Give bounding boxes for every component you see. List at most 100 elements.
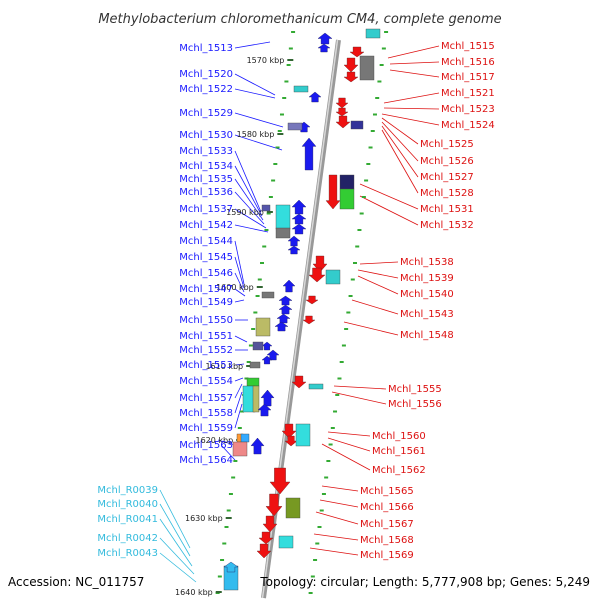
gene-label-left: Mchl_1522 bbox=[179, 84, 233, 95]
gene-arrow-forward bbox=[317, 32, 333, 45]
feature-block-navy bbox=[339, 174, 355, 190]
gene-label-left: Mchl_1558 bbox=[179, 408, 233, 419]
gene-arrow-forward bbox=[266, 349, 280, 361]
callout-line-left bbox=[234, 224, 269, 233]
kbp-tick-label: 1640 kbp bbox=[175, 588, 213, 597]
ruler-dash-left bbox=[220, 559, 225, 561]
kbp-tick-label: 1600 kbp bbox=[216, 283, 254, 292]
gene-label-right: Mchl_1543 bbox=[400, 309, 454, 320]
callout-line-left bbox=[234, 88, 276, 99]
gene-arrow-forward bbox=[276, 313, 291, 324]
feature-block-cyan bbox=[275, 204, 291, 230]
callout-line-right bbox=[389, 69, 440, 78]
feature-block-cyan bbox=[278, 535, 294, 549]
gene-arrow-reverse bbox=[269, 467, 291, 495]
feature-block-cyan bbox=[295, 423, 311, 447]
ruler-dash-right bbox=[359, 212, 364, 215]
ruler-dash-right bbox=[333, 410, 338, 413]
gene-label-right: Mchl_1525 bbox=[420, 139, 474, 150]
rna-gene-label: Mchl_R0041 bbox=[97, 514, 158, 525]
ruler-dash-left bbox=[217, 575, 222, 578]
kbp-tick-mark bbox=[287, 59, 294, 61]
callout-line-right bbox=[359, 261, 399, 265]
callout-line-right bbox=[387, 45, 440, 59]
gene-arrow-forward bbox=[257, 403, 272, 417]
kbp-tick-label: 1590 kbp bbox=[226, 208, 264, 217]
callout-line-right bbox=[327, 431, 371, 437]
gene-arrow-forward bbox=[261, 355, 273, 365]
ruler-dash-left bbox=[275, 146, 280, 149]
callout-line-left bbox=[234, 112, 284, 128]
ruler-dash-left bbox=[237, 427, 242, 429]
callout-line-right bbox=[321, 485, 359, 492]
gene-arrow-forward-large bbox=[301, 137, 317, 171]
kbp-tick-mark bbox=[225, 517, 232, 519]
ruler-dash-left bbox=[244, 377, 249, 380]
ruler-dash-right bbox=[308, 592, 313, 594]
gene-label-left: Mchl_1542 bbox=[179, 220, 233, 231]
callout-line-right bbox=[315, 511, 359, 525]
ruler-dash-left bbox=[255, 295, 260, 297]
callout-line-rna bbox=[159, 537, 195, 575]
ruler-dash-right bbox=[353, 262, 358, 264]
kbp-tick-mark bbox=[277, 133, 284, 135]
ruler-dash-left bbox=[291, 31, 296, 33]
callout-line-right bbox=[357, 275, 399, 295]
callout-line-right bbox=[381, 125, 419, 178]
ruler-dash-left bbox=[251, 328, 256, 330]
feature-block-grey bbox=[275, 227, 291, 239]
gene-arrow-reverse bbox=[335, 107, 349, 117]
gene-label-left: Mchl_1545 bbox=[179, 252, 233, 263]
gene-arrow-reverse-large bbox=[325, 174, 341, 210]
callout-line-right bbox=[331, 391, 387, 405]
feature-block-cyan bbox=[325, 269, 341, 285]
gene-arrow-reverse bbox=[302, 315, 316, 325]
ruler-dash-right bbox=[370, 130, 375, 132]
ruler-dash-right bbox=[321, 493, 326, 495]
ruler-dash-left bbox=[248, 344, 253, 347]
callout-line-rna bbox=[159, 518, 193, 567]
accession-text: Accession: NC_011757 bbox=[8, 575, 144, 589]
gene-label-right: Mchl_1539 bbox=[400, 273, 454, 284]
ruler-dash-right bbox=[355, 245, 360, 248]
callout-line-right bbox=[327, 437, 371, 452]
callout-line-right bbox=[333, 385, 387, 390]
gene-label-right: Mchl_1556 bbox=[388, 399, 442, 410]
gene-label-left: Mchl_1544 bbox=[179, 236, 233, 247]
gene-labels: Mchl_1513 Mchl_1520 Mchl_1522 Mchl_1529 Mchl… bbox=[97, 41, 494, 561]
gene-arrow-forward bbox=[308, 91, 322, 103]
gene-label-left: Mchl_1552 bbox=[179, 345, 233, 356]
callout-line-right bbox=[383, 107, 440, 110]
gene-label-right: Mchl_1562 bbox=[372, 465, 426, 476]
gene-arrow-forward bbox=[291, 199, 307, 215]
callout-line-right bbox=[321, 443, 371, 471]
callout-line-right bbox=[383, 92, 440, 104]
rna-gene-label: Mchl_R0043 bbox=[97, 548, 158, 559]
gene-arrow-reverse bbox=[262, 515, 278, 533]
gene-label-left: Mchl_1534 bbox=[179, 161, 233, 172]
gene-label-right: Mchl_1567 bbox=[360, 519, 414, 530]
feature-block-olive bbox=[285, 497, 301, 519]
gene-features bbox=[223, 28, 381, 591]
kbp-tick-label: 1580 kbp bbox=[237, 130, 275, 139]
gene-label-left: Mchl_1535 bbox=[179, 174, 233, 185]
gene-arrow-forward bbox=[274, 321, 289, 332]
gene-label-right: Mchl_1524 bbox=[441, 120, 495, 131]
callout-line-right bbox=[381, 129, 419, 194]
gene-label-left: Mchl_1529 bbox=[179, 108, 233, 119]
gene-arrow-reverse bbox=[343, 71, 359, 83]
ruler-dash-left bbox=[271, 179, 276, 182]
kbp-tick-label: 1620 kbp bbox=[195, 436, 233, 445]
rna-gene-label: Mchl_R0040 bbox=[97, 499, 158, 510]
gene-label-right: Mchl_1516 bbox=[441, 57, 495, 68]
gene-arrow-forward bbox=[278, 295, 293, 306]
gene-label-left: Mchl_1547 bbox=[179, 284, 233, 295]
callout-line-left bbox=[234, 134, 283, 151]
ruler-dash-right bbox=[341, 344, 346, 347]
callout-line-left bbox=[234, 208, 267, 229]
callout-line-right bbox=[313, 533, 359, 541]
rna-gene-label: Mchl_R0039 bbox=[97, 485, 158, 496]
ruler-dash-left bbox=[224, 526, 229, 528]
ruler-dash-right bbox=[364, 179, 369, 182]
